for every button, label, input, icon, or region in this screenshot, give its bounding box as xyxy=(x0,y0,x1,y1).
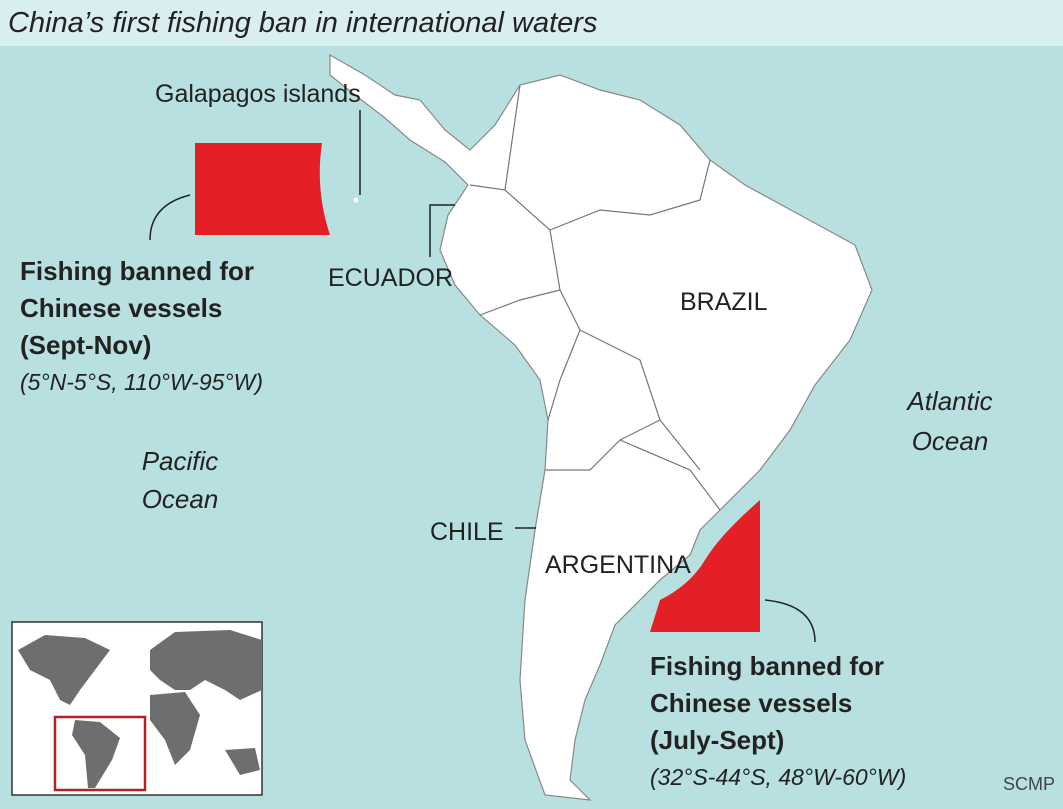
inset-map xyxy=(11,621,263,796)
ban-zone-1 xyxy=(195,143,330,235)
zone-coords: (32°S-44°S, 48°W-60°W) xyxy=(650,764,906,790)
inset-land xyxy=(150,630,262,700)
title-bar xyxy=(0,0,1063,46)
leader-1 xyxy=(149,194,191,241)
zone-heading: Fishing banned for xyxy=(20,256,254,286)
leader-2 xyxy=(764,599,816,643)
inset-land xyxy=(225,748,260,775)
borders xyxy=(469,84,721,511)
inset-land xyxy=(18,635,110,705)
title: China’s first fishing ban in internation… xyxy=(8,7,597,39)
label-atlantic: Atlantic xyxy=(905,386,992,416)
label-atlantic: Ocean xyxy=(912,426,989,456)
label-chile: CHILE xyxy=(430,518,504,546)
label-ecuador: ECUADOR xyxy=(328,264,453,292)
inset-land xyxy=(72,720,120,788)
inset-land xyxy=(150,692,200,765)
label-galapagos: Galapagos islands xyxy=(155,80,361,108)
south-america xyxy=(329,53,873,801)
label-pacific: Ocean xyxy=(142,484,219,514)
source: SCMP xyxy=(1003,774,1055,794)
label-argentina: ARGENTINA xyxy=(545,551,691,579)
zone-heading: Chinese vessels xyxy=(20,293,222,323)
ban-zone-2 xyxy=(650,500,760,632)
zone-heading: (Sept-Nov) xyxy=(20,330,151,360)
zone-heading: (July-Sept) xyxy=(650,725,784,755)
zone-coords: (5°N-5°S, 110°W-95°W) xyxy=(20,369,263,395)
galapagos-dot xyxy=(353,197,359,203)
label-pacific: Pacific xyxy=(142,446,219,476)
leader-ecuador xyxy=(429,204,455,257)
zone-heading: Fishing banned for xyxy=(650,651,884,681)
inset-highlight xyxy=(53,715,147,792)
zone-heading: Chinese vessels xyxy=(650,688,852,718)
label-brazil: BRAZIL xyxy=(680,288,768,316)
